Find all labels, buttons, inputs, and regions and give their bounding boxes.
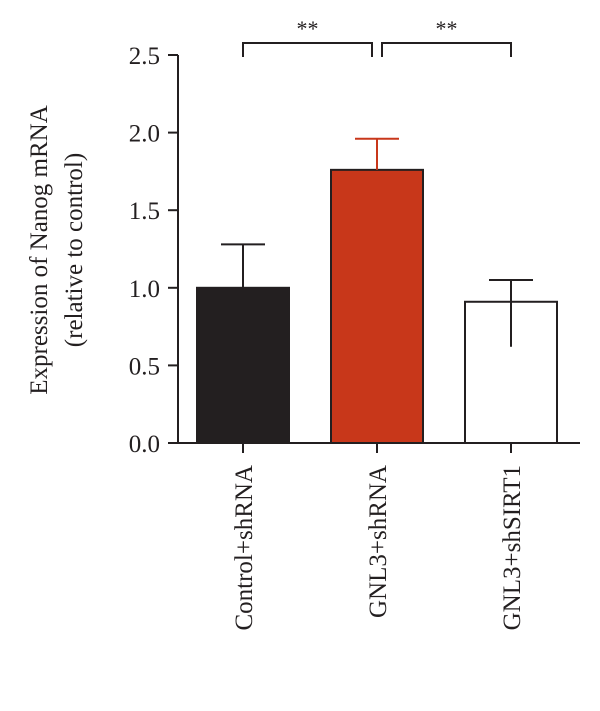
x-tick-label: Control+shRNA <box>231 465 258 631</box>
error-bars <box>221 137 533 347</box>
x-tick-label: GNL3+shRNA <box>365 465 392 618</box>
significance-label: ** <box>297 16 319 41</box>
y-tick-label: 2.5 <box>129 43 160 70</box>
bars <box>196 168 558 445</box>
y-axis-title: Expression of Nanog mRNA (relative to con… <box>26 105 88 395</box>
x-tick-label: GNL3+shSIRT1 <box>499 465 526 630</box>
x-axis: Control+shRNA GNL3+shRNA GNL3+shSIRT1 <box>178 442 580 631</box>
significance-label: ** <box>436 16 458 41</box>
y-tick-label: 1.0 <box>129 276 160 303</box>
bar <box>196 286 290 444</box>
y-tick-label: 2.0 <box>129 121 160 148</box>
bar <box>330 168 424 445</box>
y-tick-label: 0.5 <box>129 353 160 380</box>
y-axis-title-line-2: (relative to control) <box>61 153 88 347</box>
y-tick-label: 0.0 <box>129 431 160 458</box>
y-axis-title-line-1: Expression of Nanog mRNA <box>26 105 53 395</box>
y-tick-label: 1.5 <box>129 198 160 225</box>
y-axis: 0.0 0.5 1.0 1.5 2.0 2.5 <box>129 43 179 458</box>
significance-brackets: ** ** <box>242 16 512 57</box>
significance-bracket <box>242 42 373 57</box>
significance-bracket <box>381 42 512 57</box>
